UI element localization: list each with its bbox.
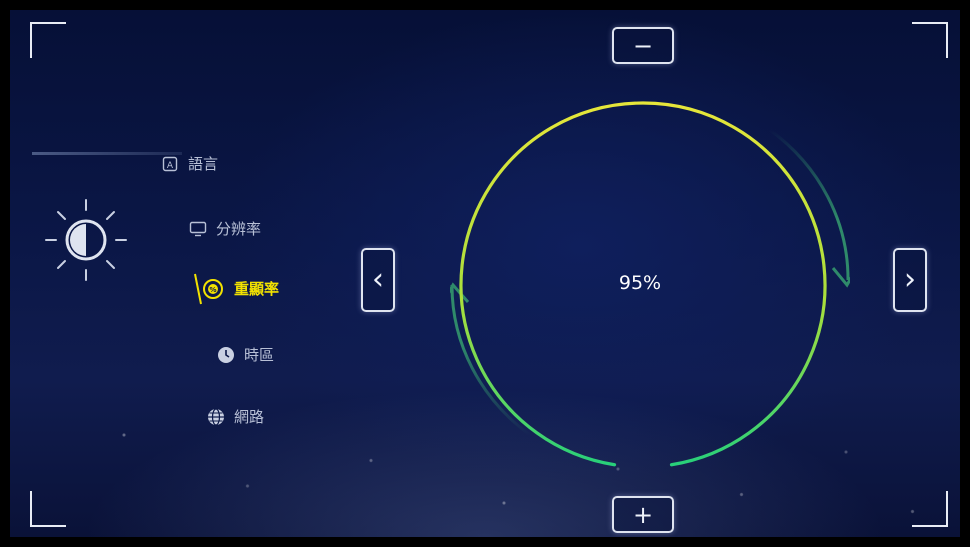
menu-item-label: 時區 [244, 346, 275, 364]
rotate-arrow-right [769, 128, 850, 281]
monitor-icon [188, 219, 208, 239]
menu-item-label: 重顯率 [234, 280, 280, 298]
refresh-rate-icon: % [192, 273, 226, 304]
menu-divider [32, 152, 182, 155]
menu-item-label: 語言 [188, 155, 219, 173]
decrease-button[interactable]: − [612, 27, 674, 64]
frame-corner-bottom-right [912, 491, 948, 527]
previous-button[interactable]: ‹ [361, 248, 395, 312]
menu-item-label: 網路 [234, 408, 265, 426]
next-button[interactable]: › [893, 248, 927, 312]
level-value: 95% [618, 272, 662, 294]
plus-icon: + [632, 500, 654, 529]
chevron-right-icon: › [904, 262, 916, 297]
menu-item-resolution[interactable]: 分辨率 [188, 218, 261, 239]
svg-text:A: A [167, 161, 174, 171]
frame-corner-top-right [912, 22, 948, 58]
minus-icon: − [632, 31, 654, 60]
menu-item-timezone[interactable]: 時區 [216, 344, 274, 365]
menu-item-label: 分辨率 [216, 220, 262, 238]
rotate-arrow-left [450, 284, 531, 437]
svg-text:%: % [209, 286, 216, 294]
menu-item-network[interactable]: 網路 [206, 406, 264, 427]
arrow-head-left [450, 282, 470, 303]
frame-corner-bottom-left [30, 491, 66, 527]
language-icon: A [160, 154, 180, 174]
starfield-background [10, 367, 960, 537]
settings-screen: A 語言 分辨率 % 重顯率 時區 網路 − + ‹ › [10, 10, 960, 537]
frame-corner-top-left [30, 22, 66, 58]
menu-item-refresh-rate[interactable]: % 重顯率 [192, 273, 280, 304]
chevron-left-icon: ‹ [372, 262, 384, 297]
arrow-head-right [831, 267, 850, 288]
globe-icon [206, 407, 226, 427]
level-dial[interactable] [450, 90, 850, 470]
increase-button[interactable]: + [612, 496, 674, 533]
clock-icon [216, 345, 236, 365]
menu-item-language[interactable]: A 語言 [160, 153, 218, 174]
brightness-icon [45, 199, 127, 281]
level-ring [459, 101, 827, 467]
